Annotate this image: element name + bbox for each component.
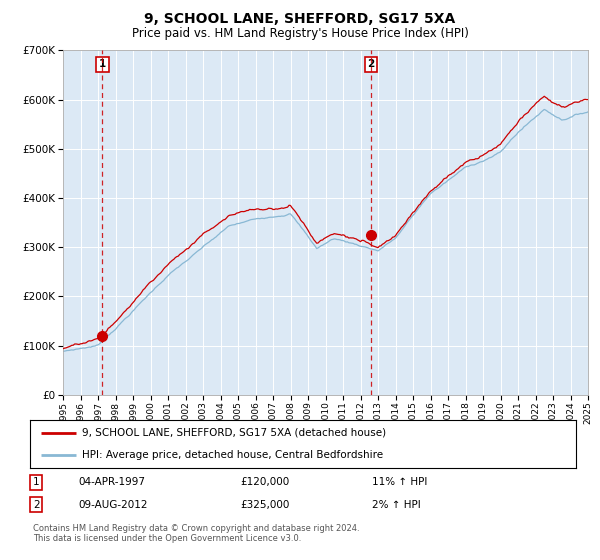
Text: 11% ↑ HPI: 11% ↑ HPI bbox=[372, 477, 427, 487]
Text: 1: 1 bbox=[33, 477, 40, 487]
Text: 2: 2 bbox=[33, 500, 40, 510]
Text: 09-AUG-2012: 09-AUG-2012 bbox=[78, 500, 148, 510]
Text: Contains HM Land Registry data © Crown copyright and database right 2024.
This d: Contains HM Land Registry data © Crown c… bbox=[33, 524, 359, 543]
Text: £120,000: £120,000 bbox=[240, 477, 289, 487]
Text: 9, SCHOOL LANE, SHEFFORD, SG17 5XA (detached house): 9, SCHOOL LANE, SHEFFORD, SG17 5XA (deta… bbox=[82, 428, 386, 438]
Text: 9, SCHOOL LANE, SHEFFORD, SG17 5XA: 9, SCHOOL LANE, SHEFFORD, SG17 5XA bbox=[145, 12, 455, 26]
Text: 04-APR-1997: 04-APR-1997 bbox=[78, 477, 145, 487]
Text: Price paid vs. HM Land Registry's House Price Index (HPI): Price paid vs. HM Land Registry's House … bbox=[131, 27, 469, 40]
Text: 2% ↑ HPI: 2% ↑ HPI bbox=[372, 500, 421, 510]
Text: £325,000: £325,000 bbox=[240, 500, 289, 510]
Text: 2: 2 bbox=[367, 59, 374, 69]
Text: 1: 1 bbox=[99, 59, 106, 69]
Text: HPI: Average price, detached house, Central Bedfordshire: HPI: Average price, detached house, Cent… bbox=[82, 450, 383, 460]
